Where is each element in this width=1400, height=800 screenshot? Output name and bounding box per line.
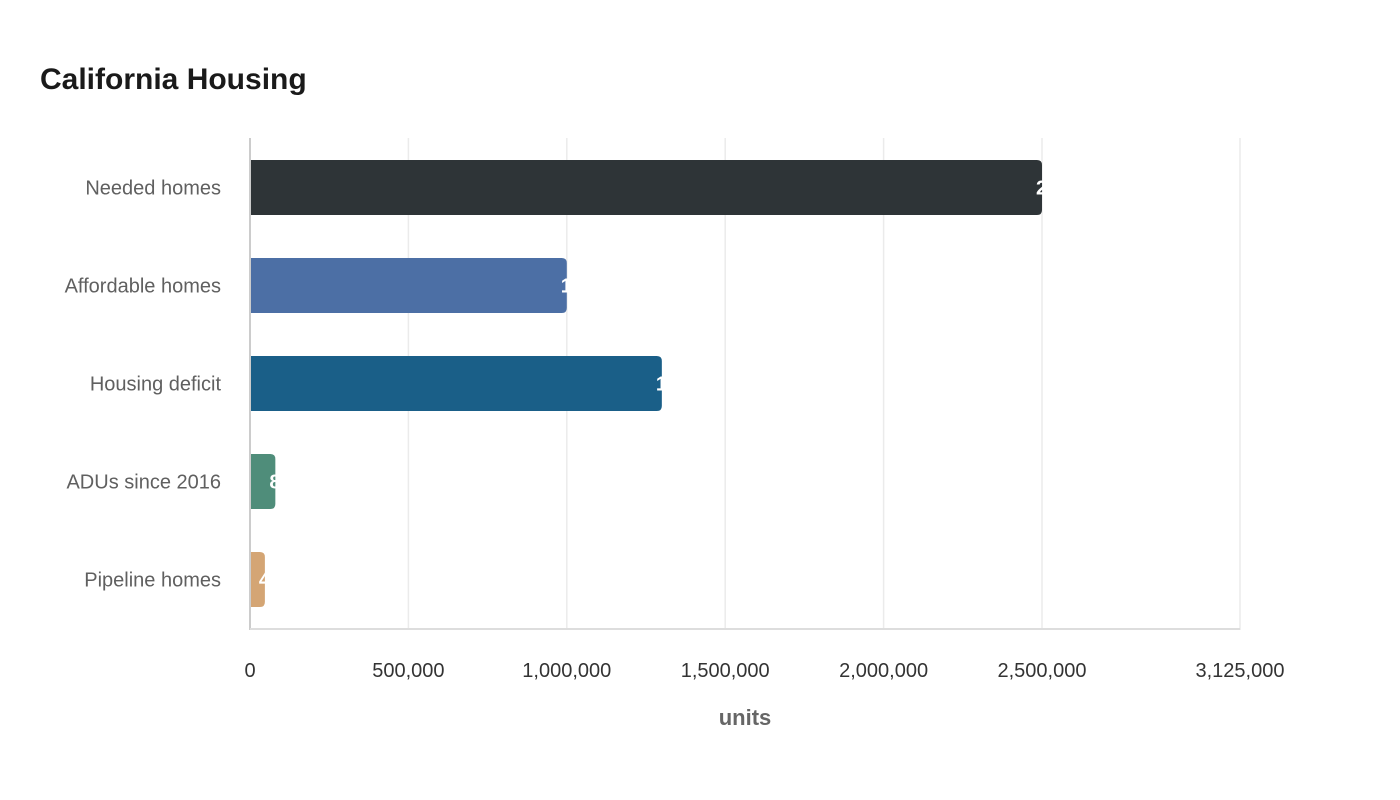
chart-title: California Housing bbox=[40, 63, 307, 96]
bar bbox=[250, 356, 662, 411]
value-label: 4 bbox=[259, 570, 271, 592]
value-label: 2 bbox=[1036, 178, 1047, 200]
x-tick-label: 1,500,000 bbox=[681, 660, 770, 682]
x-tick-label: 2,000,000 bbox=[839, 660, 928, 682]
labels: 0 500,000 1,000,000 1,500,000 2,000,000 2,500… bbox=[65, 178, 1285, 683]
bars bbox=[250, 160, 1042, 607]
value-label: 8 bbox=[269, 472, 280, 494]
bar bbox=[250, 160, 1042, 215]
category-label: Affordable homes bbox=[65, 276, 221, 298]
x-tick-label: 500,000 bbox=[372, 660, 444, 682]
value-label: 1 bbox=[561, 276, 572, 298]
category-label: Needed homes bbox=[85, 178, 221, 200]
axes bbox=[249, 138, 1240, 630]
x-axis-title: units bbox=[719, 705, 772, 730]
x-tick-label: 3,125,000 bbox=[1196, 660, 1285, 682]
x-tick-label: 0 bbox=[244, 660, 255, 682]
x-tick-label: 2,500,000 bbox=[998, 660, 1087, 682]
category-label: ADUs since 2016 bbox=[66, 472, 221, 494]
bar bbox=[250, 454, 276, 509]
category-label: Pipeline homes bbox=[84, 570, 221, 592]
x-tick-label: 1,000,000 bbox=[522, 660, 611, 682]
bar bbox=[250, 552, 265, 607]
bar bbox=[250, 258, 567, 313]
value-label: 1 bbox=[656, 374, 667, 396]
category-label: Housing deficit bbox=[90, 374, 222, 396]
